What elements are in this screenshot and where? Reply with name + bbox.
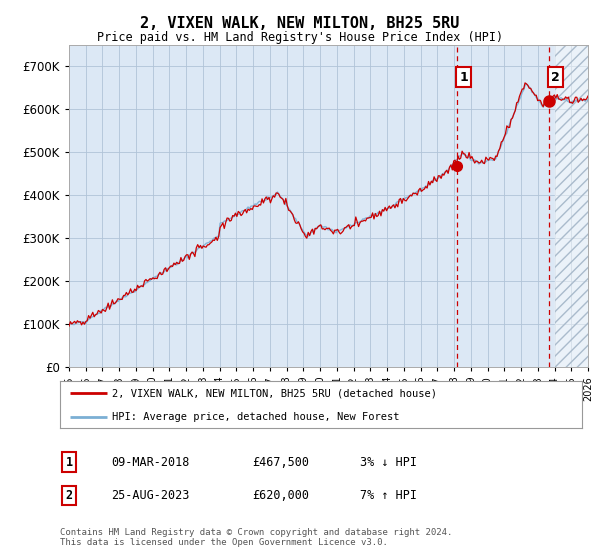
Text: 2: 2 [65, 489, 73, 502]
Bar [554, 45, 588, 367]
Text: 25-AUG-2023: 25-AUG-2023 [111, 489, 190, 502]
Text: 3% ↓ HPI: 3% ↓ HPI [360, 455, 417, 469]
Text: HPI: Average price, detached house, New Forest: HPI: Average price, detached house, New … [112, 413, 400, 422]
Text: 1: 1 [65, 455, 73, 469]
Text: 09-MAR-2018: 09-MAR-2018 [111, 455, 190, 469]
Text: £620,000: £620,000 [252, 489, 309, 502]
Text: 2, VIXEN WALK, NEW MILTON, BH25 5RU: 2, VIXEN WALK, NEW MILTON, BH25 5RU [140, 16, 460, 31]
Bar [554, 45, 588, 367]
Text: 7% ↑ HPI: 7% ↑ HPI [360, 489, 417, 502]
Text: Contains HM Land Registry data © Crown copyright and database right 2024.
This d: Contains HM Land Registry data © Crown c… [60, 528, 452, 547]
Text: 1: 1 [460, 71, 469, 83]
Text: 2, VIXEN WALK, NEW MILTON, BH25 5RU (detached house): 2, VIXEN WALK, NEW MILTON, BH25 5RU (det… [112, 389, 437, 399]
Text: 2: 2 [551, 71, 560, 83]
Text: £467,500: £467,500 [252, 455, 309, 469]
Text: Price paid vs. HM Land Registry's House Price Index (HPI): Price paid vs. HM Land Registry's House … [97, 31, 503, 44]
